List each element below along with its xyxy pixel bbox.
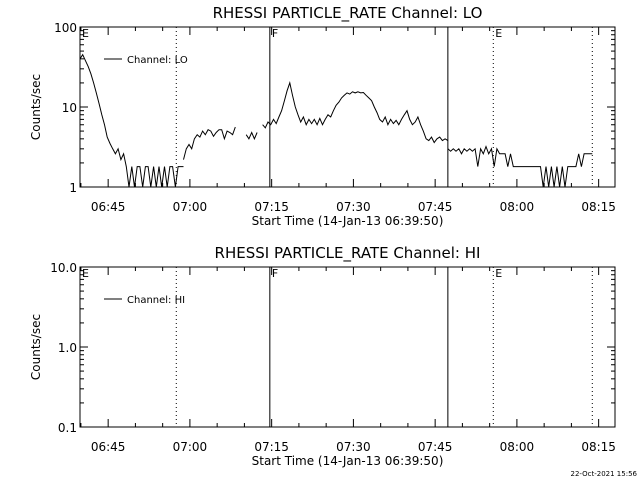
chart-panel-0: RHESSI PARTICLE_RATE Channel: LO 1 10 100 06…: [29, 4, 616, 228]
x-tick-label: 08:00: [500, 200, 535, 214]
y-tick-label: 10: [62, 101, 77, 115]
y-tick-label: 1.0: [58, 341, 77, 355]
y-tick-label: 0.1: [58, 421, 77, 435]
event-marker-label: F: [272, 27, 278, 40]
chart-title: RHESSI PARTICLE_RATE Channel: LO: [213, 4, 483, 23]
event-marker-label: F: [272, 267, 278, 280]
x-tick-label: 08:15: [581, 440, 616, 454]
legend-label: Channel: HI: [127, 295, 185, 306]
plot-frame: [79, 26, 616, 188]
y-tick-label: 10.0: [50, 261, 77, 275]
x-tick-label: 06:45: [91, 440, 126, 454]
x-axis-label: Start Time (14-Jan-13 06:39:50): [252, 454, 444, 468]
x-tick-label: 07:15: [254, 440, 289, 454]
x-tick-label: 08:15: [581, 200, 616, 214]
x-tick-label: 07:15: [254, 200, 289, 214]
data-line: [79, 53, 184, 188]
footer-timestamp: 22-Oct-2021 15:56: [571, 470, 638, 478]
event-marker-label: E: [495, 27, 502, 40]
chart-title: RHESSI PARTICLE_RATE Channel: HI: [215, 244, 481, 263]
y-axis-label: Counts/sec: [29, 74, 43, 140]
y-tick-label: 100: [54, 21, 77, 35]
y-tick-label: 1: [69, 181, 77, 195]
event-marker-label: E: [82, 267, 89, 280]
data-line: [262, 81, 449, 144]
event-marker-label: E: [495, 267, 502, 280]
x-tick-label: 07:45: [418, 440, 453, 454]
x-tick-label: 07:00: [173, 200, 208, 214]
event-marker-label: E: [82, 27, 89, 40]
data-line: [183, 126, 236, 160]
x-axis-label: Start Time (14-Jan-13 06:39:50): [252, 214, 444, 228]
data-line: [245, 131, 258, 141]
y-axis-label: Counts/sec: [29, 314, 43, 380]
chart-panel-1: RHESSI PARTICLE_RATE Channel: HI 0.1 1.0 10…: [29, 244, 616, 468]
x-tick-label: 06:45: [91, 200, 126, 214]
x-tick-label: 07:45: [418, 200, 453, 214]
legend-label: Channel: LO: [127, 55, 188, 66]
x-tick-label: 07:30: [336, 200, 371, 214]
plot-frame: [79, 266, 616, 428]
x-tick-label: 07:30: [336, 440, 371, 454]
x-tick-label: 08:00: [500, 440, 535, 454]
x-tick-label: 07:00: [173, 440, 208, 454]
data-line: [447, 145, 593, 188]
